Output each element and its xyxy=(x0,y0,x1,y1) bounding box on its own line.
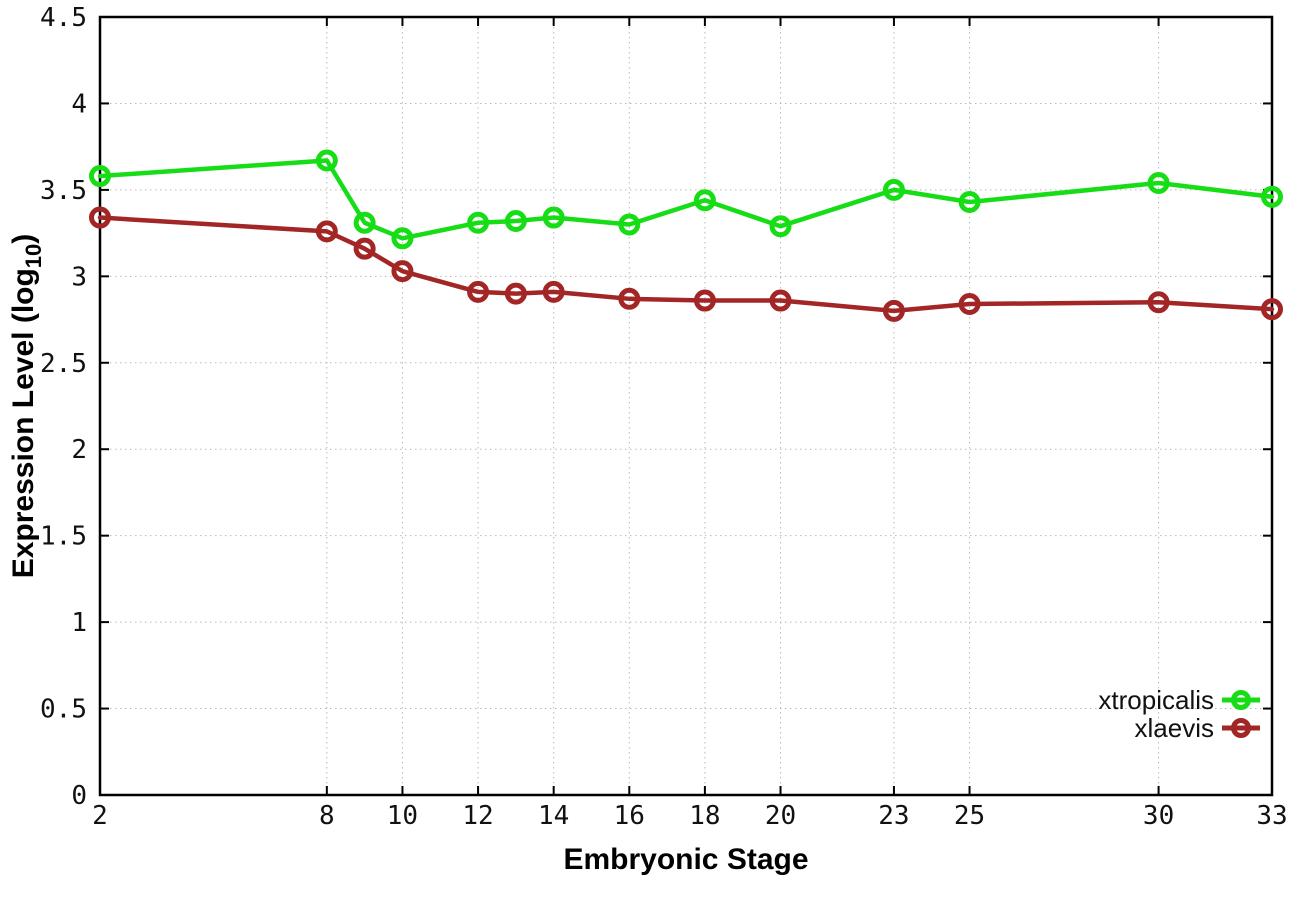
data-point-xlaevis xyxy=(353,237,376,260)
data-point-xlaevis xyxy=(391,260,414,283)
data-point-xtropicalis xyxy=(618,213,641,236)
x-tick-label: 16 xyxy=(614,801,645,831)
x-tick-label: 23 xyxy=(878,801,909,831)
axis-ticks xyxy=(99,16,1273,796)
data-point-xtropicalis xyxy=(769,215,792,238)
y-tick-label: 3 xyxy=(71,262,87,292)
x-tick-label: 20 xyxy=(765,801,796,831)
data-point-xtropicalis xyxy=(467,211,490,234)
data-point-xtropicalis xyxy=(391,227,414,250)
legend-marker-xlaevis xyxy=(1231,718,1251,738)
data-point-xlaevis xyxy=(693,289,716,312)
data-point-xlaevis xyxy=(1261,298,1283,321)
legend-label-xtropicalis: xtropicalis xyxy=(1098,685,1214,715)
gridlines xyxy=(99,16,1273,796)
y-tick-label: 4.5 xyxy=(40,3,87,33)
data-point-xtropicalis xyxy=(1147,171,1170,194)
y-tick-label: 1 xyxy=(71,608,87,638)
legend-label-xlaevis: xlaevis xyxy=(1135,713,1214,743)
data-point-xlaevis xyxy=(467,280,490,303)
data-point-xtropicalis xyxy=(882,178,905,201)
data-point-xlaevis xyxy=(315,220,338,243)
x-axis-title: Embryonic Stage xyxy=(563,843,808,876)
x-tick-label: 12 xyxy=(462,801,493,831)
x-tick-labels: 2 8 10 12 14 16 18 20 23 25 30 33 xyxy=(92,801,1287,831)
x-tick-label: 10 xyxy=(387,801,418,831)
data-point-xlaevis xyxy=(504,282,527,305)
data-point-xlaevis xyxy=(89,206,111,229)
x-tick-label: 8 xyxy=(319,801,335,831)
data-point-xtropicalis xyxy=(353,211,376,234)
x-tick-label: 14 xyxy=(538,801,569,831)
y-tick-label: 0.5 xyxy=(40,695,87,725)
series-xtropicalis xyxy=(89,149,1283,250)
x-tick-label: 25 xyxy=(954,801,985,831)
y-tick-label: 1.5 xyxy=(40,522,87,552)
data-point-xtropicalis xyxy=(693,189,716,212)
data-point-xtropicalis xyxy=(504,210,527,233)
y-tick-labels: 0 0.5 1 1.5 2 2.5 3 3.5 4 4.5 xyxy=(40,3,87,811)
y-tick-label: 3.5 xyxy=(40,176,87,206)
data-point-xlaevis xyxy=(1147,291,1170,314)
x-tick-label: 2 xyxy=(92,801,108,831)
x-tick-label: 30 xyxy=(1143,801,1174,831)
data-point-xlaevis xyxy=(542,280,565,303)
data-point-xtropicalis xyxy=(1261,185,1283,208)
data-point-xlaevis xyxy=(769,289,792,312)
y-tick-label: 0 xyxy=(71,781,87,811)
x-tick-label: 18 xyxy=(689,801,720,831)
plot-border xyxy=(98,15,1274,797)
x-tick-label: 33 xyxy=(1256,801,1287,831)
series-xlaevis xyxy=(89,206,1283,322)
data-point-xtropicalis xyxy=(542,206,565,229)
y-axis-title: Expression Level (log10) xyxy=(7,234,46,579)
data-point-xlaevis xyxy=(882,299,905,322)
data-point-xlaevis xyxy=(618,287,641,310)
y-tick-label: 4 xyxy=(71,89,87,119)
y-tick-label: 2.5 xyxy=(40,349,87,379)
y-tick-label: 2 xyxy=(71,435,87,465)
data-point-xtropicalis xyxy=(315,149,338,172)
data-point-xtropicalis xyxy=(958,190,981,213)
data-point-xlaevis xyxy=(958,292,981,315)
series-line-xlaevis xyxy=(97,215,1275,314)
data-point-xtropicalis xyxy=(89,165,111,188)
legend-marker-xtropicalis xyxy=(1231,690,1251,710)
